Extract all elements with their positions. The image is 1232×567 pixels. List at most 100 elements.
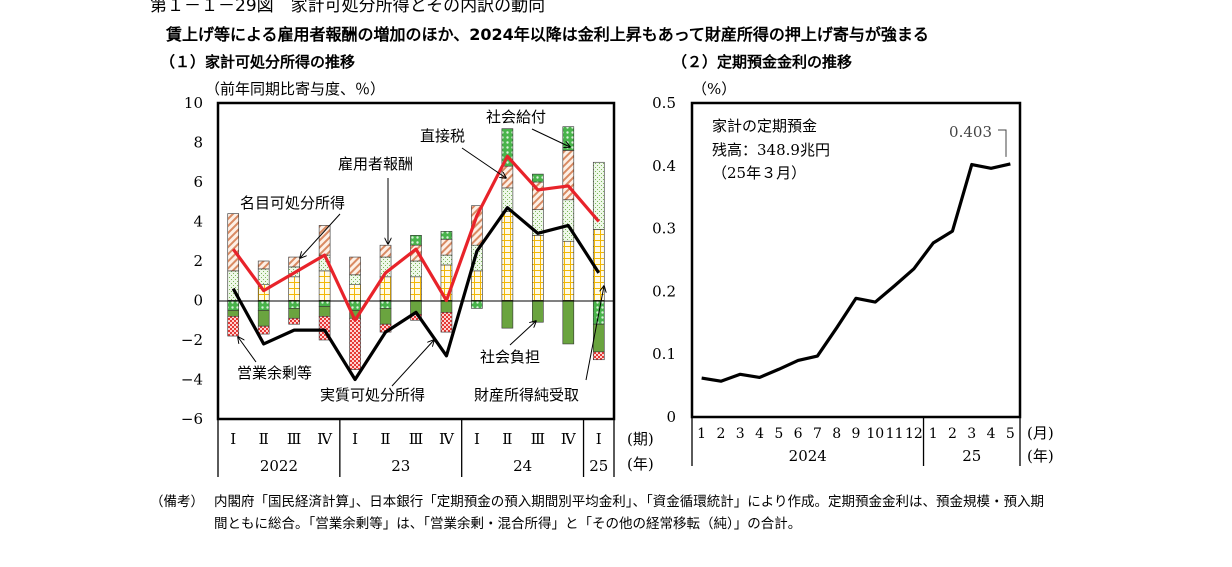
panel2-annotation: 家計の定期預金 残高：348.9兆円 （25年３月） (712, 117, 830, 182)
panel1-ytick-label: 4 (193, 213, 203, 231)
arrow-social-benefit (531, 128, 570, 147)
panel2-month-label: 3 (967, 426, 976, 442)
bar-segment (410, 276, 422, 301)
bar-segment (349, 284, 361, 301)
bar-segment (227, 315, 240, 337)
panel1-quarter-label: Ⅱ (502, 430, 512, 448)
arrow-property (585, 286, 604, 381)
bar-segment (379, 308, 392, 325)
panel1-quarter-label: Ⅰ (474, 430, 480, 448)
panel1-quarter-label: Ⅳ (317, 430, 333, 448)
label-nominal: 名目可処分所得 (240, 194, 345, 212)
panel1-quarter-label: Ⅳ (561, 430, 577, 448)
bar-segment (318, 225, 331, 256)
panel2-month-label: 11 (886, 426, 904, 442)
panel2-ytick-label: 0.4 (652, 157, 676, 175)
panel1-ylabel: （前年同期比寄与度、％） (205, 80, 385, 98)
label-social-burden: 社会負担 (480, 348, 540, 366)
bar-segment (379, 300, 392, 309)
panel2-year-label: 2024 (789, 447, 827, 465)
panel2-ytick-label: 0 (666, 408, 676, 426)
panel1-year-label: 25 (589, 457, 608, 475)
panel2-month-label: 4 (987, 426, 996, 442)
panel1-ytick-label: 6 (193, 173, 203, 191)
figure-title: 第１－１－29図 家計可処分所得とその内訳の動向 (150, 0, 546, 16)
panel1-year-label: 23 (391, 457, 410, 475)
arrow-operating-surplus (238, 337, 257, 363)
bar-segment (288, 256, 300, 268)
bar-segment (440, 312, 453, 333)
bar-segment (592, 323, 605, 353)
label-property: 財産所得純受取 (474, 386, 579, 404)
bar-segment (288, 300, 300, 309)
panel1-annotations: 名目可処分所得 雇用者報酬 直接税 社会給付 営業余剰等 実質可処分所得 社会負… (237, 108, 604, 404)
arrow-real (391, 340, 434, 387)
panel1-quarter-label: Ⅲ (287, 430, 301, 448)
panel2-month-label: 5 (1006, 426, 1015, 442)
panel2-year-label: 25 (962, 447, 981, 465)
bar-segment (349, 274, 361, 286)
panel2-month-label: 12 (905, 426, 923, 442)
bar-segment (532, 300, 544, 323)
bar-segment (440, 231, 453, 240)
label-direct-tax: 直接税 (420, 127, 465, 145)
bar-segment (562, 300, 575, 345)
bar-segment (288, 317, 300, 325)
panel2-month-label: 8 (832, 426, 841, 442)
annotation-line-2: 残高：348.9兆円 (712, 141, 830, 159)
label-operating-surplus: 営業余剰等 (237, 364, 312, 382)
panel1-ytick-label: 0 (193, 292, 203, 310)
arrow-social-burden (509, 321, 536, 346)
figure-subtitle: 賃上げ等による雇用者報酬の増加のほか、2024年以降は金利上昇もあって財産所得の… (166, 25, 929, 44)
bar-segment (410, 260, 422, 278)
panel2-month-label: 9 (852, 426, 861, 442)
panel1-title: （１）家計可処分所得の推移 (160, 53, 356, 71)
nominal-income-line (231, 154, 600, 322)
panel1-year-label: 2022 (260, 457, 298, 475)
panel2-month-label: 5 (774, 426, 783, 442)
bar-segment (562, 240, 575, 301)
real-income-line (231, 206, 601, 382)
bar-segment (227, 300, 240, 311)
annotation-line-3: （25年３月） (712, 164, 806, 182)
panel1-quarter-label: Ⅰ (596, 430, 602, 448)
bar-segment (592, 161, 605, 230)
bar-segment (592, 351, 605, 361)
panel2-ytick-label: 0.1 (652, 345, 676, 363)
notes-label: （備考） (150, 494, 204, 510)
panel2-month-label: 7 (813, 426, 822, 442)
panel2-month-label: 6 (794, 426, 803, 442)
bar-segment (562, 126, 575, 151)
panel1-quarter-label: Ⅰ (230, 430, 236, 448)
panel1-quarter-label: Ⅳ (439, 430, 455, 448)
panel2-month-label: 3 (736, 426, 745, 442)
panel2-year-unit: (年) (1027, 447, 1054, 465)
panel1-quarter-label: Ⅲ (409, 430, 423, 448)
panel1-plot-frame (216, 101, 616, 421)
panel2-title: （２）定期預金金利の推移 (672, 53, 853, 71)
panel1-quarter-label: Ⅱ (380, 430, 390, 448)
bar-segment (227, 213, 240, 272)
panel1-ytick-label: 2 (193, 252, 203, 270)
bar-segment (501, 165, 514, 189)
annotation-line-1: 家計の定期預金 (712, 117, 817, 135)
bar-segment (471, 300, 483, 309)
bar-segment (471, 270, 483, 301)
panel2-month-label: 2 (716, 426, 725, 442)
bar-segment (318, 315, 331, 341)
panel2-month-label: 10 (866, 426, 884, 442)
bar-segment (440, 254, 453, 266)
panel1-period-unit: (期) (627, 430, 654, 448)
panel2-ylabel: （%） (692, 80, 736, 98)
bar-segment (471, 205, 483, 246)
last-value-leader (998, 129, 1007, 157)
panel2-plot-frame (690, 101, 1022, 419)
bar-segment (349, 256, 361, 276)
bar-segment (501, 300, 514, 329)
bar-segment (318, 270, 331, 301)
panel1-quarter-label: Ⅰ (352, 430, 358, 448)
panel1-ytick-label: 8 (193, 134, 203, 152)
bar-segment (257, 300, 270, 311)
bar-segment (227, 310, 240, 317)
